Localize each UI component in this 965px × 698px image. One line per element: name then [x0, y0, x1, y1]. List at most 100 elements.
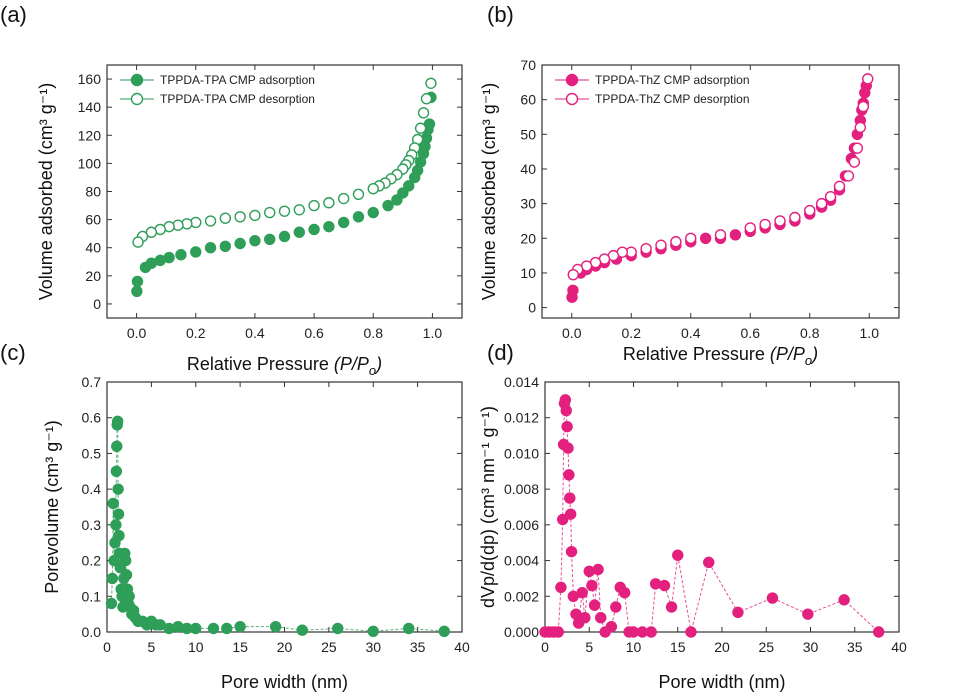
legend-entry: TPPDA-TPA CMP desorption	[160, 92, 315, 106]
data-point	[579, 612, 591, 624]
data-point	[308, 223, 320, 236]
data-point	[804, 204, 816, 217]
data-point	[163, 251, 175, 264]
data-point	[672, 549, 684, 561]
y-tick-label: 100	[78, 155, 102, 171]
data-point	[296, 624, 308, 636]
legend-entry: TPPDA-TPA CMP adsorption	[160, 73, 315, 87]
legend-marker	[130, 92, 144, 106]
data-point	[588, 599, 601, 611]
data-point	[658, 579, 671, 592]
data-point	[592, 563, 604, 576]
data-point	[111, 415, 124, 427]
legend-marker	[130, 73, 144, 87]
data-point	[766, 592, 779, 604]
y-tick-label: 0.1	[82, 588, 102, 604]
y-axis-label: dVp/d(dp) (cm³ nm⁻¹ g⁻¹)	[478, 406, 498, 608]
x-tick-label: 15	[232, 639, 248, 655]
chart-panel-3: (c) 0 5 10 15 20 25 30 35 40 0.0 0.1 0.2 0.3 0.4 0.5 0.6…	[0, 340, 470, 692]
x-tick-label: 0.6	[741, 325, 761, 341]
x-tick-label: 20	[277, 639, 293, 655]
data-point	[842, 170, 855, 182]
x-axis-label: Pore width (nm)	[658, 672, 785, 692]
data-point	[204, 215, 217, 227]
data-point	[403, 622, 415, 635]
data-point	[234, 237, 246, 250]
y-tick-label: 0.6	[82, 410, 102, 426]
data-point	[567, 284, 579, 296]
data-point	[552, 626, 564, 638]
data-point	[610, 601, 622, 613]
data-point	[113, 529, 125, 542]
data-point	[110, 519, 122, 531]
data-point	[119, 554, 132, 567]
y-tick-label: 50	[520, 126, 536, 142]
x-tick-label: 30	[365, 639, 381, 655]
y-tick-label: 10	[520, 265, 536, 281]
data-point	[703, 556, 715, 569]
panel-letter: (a)	[0, 2, 27, 27]
series-2	[132, 77, 437, 248]
y-axis-label: Volume adsorbed (cm³ g⁻¹)	[36, 83, 56, 301]
data-point	[833, 180, 846, 193]
x-tick-label: 5	[147, 639, 155, 655]
y-tick-label: 0.2	[82, 553, 102, 569]
y-axis-label: Porevolume (cm³ g⁻¹)	[42, 420, 62, 594]
data-point	[848, 156, 861, 168]
x-tick-label: 35	[847, 639, 863, 655]
y-tick-label: 60	[520, 92, 536, 108]
x-tick-label: 0.4	[681, 325, 701, 341]
x-tick-label: 0	[541, 639, 549, 655]
data-point	[862, 73, 874, 85]
data-point	[175, 249, 187, 261]
series-line	[110, 421, 445, 632]
chart-panel-1: (a) 0.0 0.2 0.4 0.6 0.8 1.0 0 20 40 60 80 100 120 140 1…	[0, 2, 463, 378]
data-point	[557, 513, 569, 526]
y-tick-label: 0.0	[82, 624, 102, 640]
panel-letter: (c)	[0, 340, 26, 365]
y-tick-label: 0.004	[504, 553, 539, 569]
data-point	[802, 608, 814, 620]
x-tick-label: 35	[410, 639, 426, 655]
y-tick-label: 0.014	[504, 374, 539, 390]
x-tick-label: 40	[891, 639, 907, 655]
data-point	[605, 620, 618, 633]
data-point	[112, 508, 125, 520]
x-tick-label: 10	[626, 639, 642, 655]
data-point	[563, 469, 575, 481]
data-point	[576, 587, 588, 599]
data-point	[732, 606, 744, 619]
series-line	[545, 399, 879, 633]
y-tick-label: 0.3	[82, 517, 102, 533]
legend-marker	[565, 92, 579, 106]
panel-letter: (d)	[487, 340, 514, 365]
panel-letter: (b)	[487, 2, 514, 27]
data-point	[562, 442, 574, 454]
data-point	[854, 121, 867, 134]
y-tick-label: 0.002	[504, 588, 539, 604]
y-tick-label: 80	[85, 184, 101, 200]
y-tick-label: 0.012	[504, 410, 539, 426]
data-point	[207, 622, 220, 635]
chart-panel-4: (d) 0 5 10 15 20 25 30 35 40 0.000 0.002 0.004 0.006 0…	[478, 340, 907, 692]
data-point	[112, 483, 124, 495]
x-tick-label: 5	[585, 639, 593, 655]
y-tick-label: 20	[520, 230, 536, 246]
y-tick-label: 0	[93, 296, 101, 312]
y-tick-label: 0.000	[504, 624, 539, 640]
y-tick-label: 20	[85, 268, 101, 284]
data-point	[120, 569, 133, 581]
data-point	[670, 236, 682, 248]
data-point	[595, 612, 607, 624]
data-point	[586, 579, 598, 592]
data-point	[555, 581, 567, 594]
data-point	[851, 142, 864, 154]
data-point	[564, 508, 577, 520]
chart-panel-2: (b) 0.0 0.2 0.4 0.6 0.8 1.0 0 10 20 30 40 50 60 70 Rela…	[479, 2, 900, 368]
x-tick-label: 0.8	[364, 325, 384, 341]
data-point	[367, 625, 379, 637]
data-point	[645, 626, 657, 638]
data-point	[131, 275, 144, 288]
data-point	[269, 620, 282, 633]
legend-entry: TPPDA-ThZ CMP desorption	[595, 92, 750, 106]
